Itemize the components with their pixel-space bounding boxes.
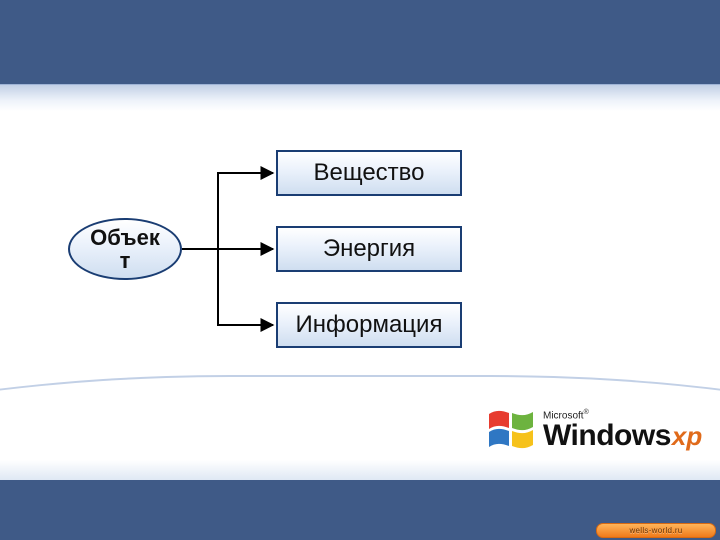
- diagram-target-label: Вещество: [314, 159, 425, 187]
- windows-flag-icon: [485, 406, 537, 456]
- diagram-source-node: Объек т: [68, 218, 182, 280]
- diagram-target-label: Информация: [296, 311, 443, 339]
- windows-xp-text: Microsoft® Windowsxp: [543, 409, 702, 453]
- site-tag: wells-world.ru: [596, 523, 716, 538]
- windows-xp-logo: Microsoft® Windowsxp: [485, 395, 705, 467]
- diagram-target-label: Энергия: [323, 235, 415, 263]
- site-tag-label: wells-world.ru: [629, 527, 682, 535]
- slide: Объек т Вещество Энергия Информация Micros…: [0, 0, 720, 540]
- diagram-source-label: Объек т: [90, 226, 160, 272]
- diagram-target-node: Вещество: [276, 150, 462, 196]
- diagram-target-node: Энергия: [276, 226, 462, 272]
- windows-word: Windows: [543, 419, 671, 453]
- diagram-target-node: Информация: [276, 302, 462, 348]
- header-gradient: [0, 85, 720, 111]
- registered-mark: ®: [584, 409, 589, 416]
- xp-word: xp: [672, 421, 702, 452]
- windows-line: Windowsxp: [543, 419, 702, 453]
